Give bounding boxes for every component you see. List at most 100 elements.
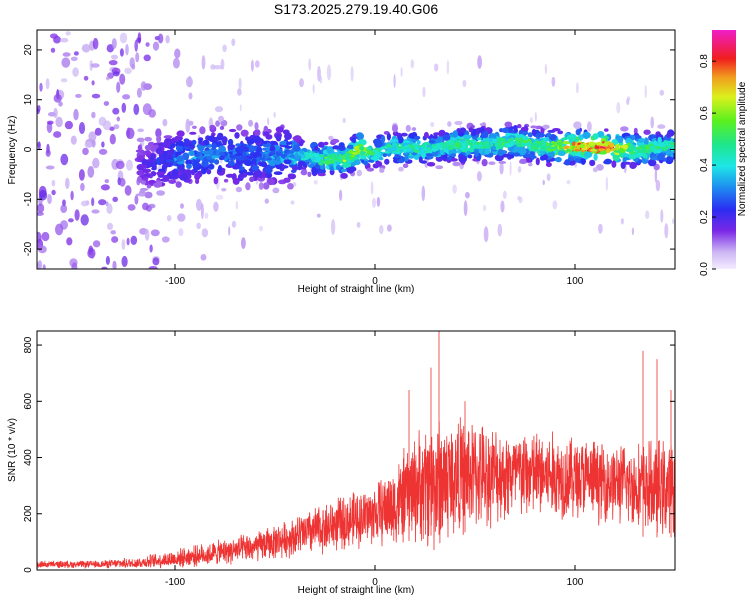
heatmap-cell — [182, 141, 191, 147]
heatmap-cell — [236, 124, 243, 131]
heatmap-cell — [196, 222, 201, 229]
heatmap-cell — [245, 182, 251, 191]
heatmap-cell — [68, 218, 74, 223]
heatmap-cell — [404, 145, 410, 148]
heatmap-cell — [442, 134, 451, 141]
heatmap-cell — [210, 64, 216, 70]
heatmap-cell — [530, 125, 538, 129]
heatmap-cell — [532, 142, 538, 146]
heatmap-cell — [179, 174, 188, 181]
heatmap-cell — [414, 135, 421, 140]
heatmap-cell — [378, 156, 384, 161]
heatmap-cell — [423, 148, 427, 152]
heatmap-cell — [46, 120, 54, 125]
heatmap-cell — [148, 179, 156, 184]
heatmap-cell — [543, 141, 547, 147]
heatmap-cell — [426, 162, 436, 167]
heatmap-cell — [504, 121, 513, 128]
heatmap-cell — [470, 125, 475, 129]
heatmap-cell — [542, 179, 545, 186]
heatmap-cell — [98, 148, 108, 155]
heatmap-cell — [598, 223, 603, 234]
heatmap-cell — [258, 182, 264, 190]
heatmap-cell — [215, 194, 224, 200]
heatmap-cell — [244, 160, 253, 167]
heatmap-cell — [156, 190, 166, 196]
heatmap-cell — [163, 163, 168, 169]
heatmap-cell — [137, 144, 142, 151]
heatmap-cell — [266, 157, 273, 161]
heatmap-cell — [98, 116, 107, 126]
heatmap-cell — [597, 131, 605, 138]
heatmap-cell — [162, 118, 168, 127]
heatmap-cell — [194, 154, 199, 157]
heatmap-cell — [265, 172, 273, 179]
heatmap-cell — [284, 145, 293, 149]
heatmap-cell — [572, 141, 576, 147]
heatmap-cell — [161, 236, 170, 243]
heatmap-cell — [241, 237, 246, 250]
heatmap-cell — [272, 187, 280, 194]
heatmap-cell — [90, 63, 100, 68]
heatmap-cell — [589, 159, 596, 167]
heatmap-cell — [213, 65, 223, 70]
heatmap-cell — [664, 223, 669, 239]
heatmap-cell — [124, 67, 132, 75]
heatmap-cell — [155, 128, 162, 138]
heatmap-cell — [484, 148, 491, 155]
heatmap-cell — [66, 237, 73, 246]
heatmap-cell — [235, 153, 243, 157]
heatmap-cell — [480, 141, 486, 146]
heatmap-cell — [629, 143, 633, 148]
heatmap-cell — [141, 158, 148, 165]
heatmap-cell — [286, 141, 293, 145]
heatmap-cell — [398, 166, 404, 172]
heatmap-cell — [251, 158, 257, 163]
heatmap-cell — [51, 179, 56, 187]
heatmap-cell — [237, 173, 244, 182]
heatmap-cell — [126, 237, 130, 246]
snr-panel: -100 0 100 0 200 400 600 800 Height of straigh… — [7, 330, 676, 596]
heatmap-cell — [151, 167, 157, 171]
heatmap-cell — [653, 163, 660, 171]
heatmap-cell — [291, 166, 299, 171]
heatmap-cell — [452, 130, 459, 138]
heatmap-cell — [136, 37, 142, 43]
heatmap-cell — [263, 125, 269, 133]
heatmap-cell — [185, 159, 193, 166]
heatmap-cell — [411, 127, 417, 131]
heatmap-cell — [215, 120, 221, 127]
heatmap-cell — [116, 81, 121, 93]
heatmap-cell — [259, 156, 266, 161]
heatmap-cell — [542, 154, 548, 161]
heatmap-cell — [522, 140, 528, 144]
heatmap-cell — [518, 138, 523, 144]
heatmap-cell — [221, 136, 228, 144]
heatmap-cell — [266, 177, 275, 186]
heatmap-cell — [665, 145, 669, 149]
heatmap-cell — [655, 149, 662, 154]
heatmap-cell — [50, 47, 56, 53]
heatmap-cell — [201, 228, 209, 238]
heatmap-cell — [335, 164, 341, 171]
heatmap-cell — [620, 126, 629, 132]
heatmap-cell — [342, 162, 351, 168]
colorbar-tick-label: 0.4 — [699, 158, 710, 172]
heatmap-cell — [232, 177, 240, 185]
heatmap-cell — [579, 143, 585, 149]
heatmap-cell — [266, 146, 271, 152]
heatmap-cell — [402, 163, 409, 169]
heatmap-cell — [574, 149, 581, 152]
heatmap-cell — [155, 157, 161, 165]
heatmap-cell — [133, 103, 140, 116]
heatmap-cell — [430, 121, 435, 128]
heatmap-cell — [262, 147, 268, 151]
heatmap-cell — [351, 152, 358, 155]
heatmap-cell — [190, 169, 196, 176]
heatmap-cell — [654, 146, 661, 149]
spectrogram-y-label: Frequency (Hz) — [7, 116, 18, 185]
heatmap-cell — [610, 148, 616, 151]
spectrogram-x-ticks: -100 0 100 — [165, 30, 584, 287]
heatmap-cell — [616, 101, 621, 114]
heatmap-cell — [569, 145, 573, 148]
